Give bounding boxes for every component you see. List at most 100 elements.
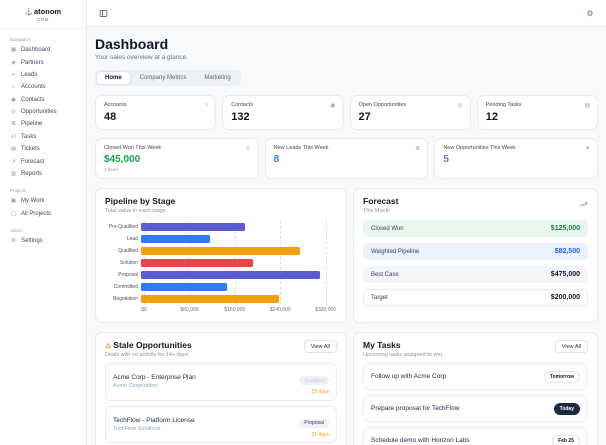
stat-card-open-opportunities: Open Opportunities 27 ◎ [349,95,471,130]
gear-icon[interactable]: ⚙ [586,8,594,18]
stale-item-techflow-platform-license[interactable]: TechFlow - Platform License TechFlow Solu… [105,405,337,443]
folder-icon: ▢ [10,210,17,217]
x-tick-label: $240,000 [269,307,291,313]
stale-list: Acme Corp - Enterprise Plan Acme Corporat… [105,363,337,445]
forecast-value: $475,000 [550,271,580,278]
stat-label: Contacts [231,102,253,108]
x-tick-label: $320,000 [315,307,337,313]
forecast-label: Target [371,294,388,301]
stale-item-meta: Proposal 21 days [299,411,329,438]
sidebar-toggle-icon[interactable] [98,8,108,18]
sidebar-item-label: Opportunities [21,109,57,116]
sidebar-item-label: Accounts [21,84,46,91]
nav-section-label: Admin [10,227,23,233]
pipeline-panel: Pipeline by Stage Total value in each st… [95,188,347,323]
leads-icon: ➢ [11,71,16,78]
chart-row: Proposal [105,269,337,281]
chart-plot [141,281,333,293]
sidebar-item-all-projects[interactable]: ▢ All Projects [0,208,86,220]
sidebar-item-settings[interactable]: ⚙ Settings [0,235,86,247]
trophy-icon: ♕ [245,146,251,152]
tab-company-metrics[interactable]: Company Metrics [139,75,187,81]
report-icon: ▥ [10,170,17,177]
forecast-subtitle: This Month [363,208,391,214]
sidebar-item-partners[interactable]: ◈ Partners [0,56,86,68]
sidebar-item-dashboard[interactable]: ▦ Dashboard [0,44,86,56]
sidebar-item-label: Forecast [21,158,45,165]
opportunity-company: Acme Corporation [113,383,158,390]
days-stale-label: 21 days [311,431,329,438]
stat-value: 12 [485,111,498,123]
stat-value: 132 [231,111,250,123]
users-icon: ◉ [330,103,336,109]
sidebar-item-label: Settings [21,238,43,245]
forecast-row-target: Target $200,000 [363,289,588,306]
forecast-label: Closed Won [371,225,404,232]
sidebar-item-label: Dashboard [21,47,51,54]
sidebar-item-accounts[interactable]: ⌂ Accounts [0,81,86,93]
tasks-list: Follow up with Acme Corp Tomorrow Prepare … [363,363,588,445]
building-icon: ⌂ [11,84,16,91]
sidebar-item-label: Contacts [21,96,45,103]
sidebar-item-opportunities[interactable]: ◎ Opportunities [0,106,86,118]
sidebar-item-leads[interactable]: ➢ Leads [0,69,86,81]
week-card-new-opportunities-this-week: New Opportunities This Week 5 ✦ [434,138,598,179]
stat-cards-row: Accounts 48 ⌂ Contacts 132 ◉ Open Opportunitie… [95,95,598,130]
user-plus-icon: ⊕ [415,146,421,152]
forecast-label: Weighted Pipeline [371,248,420,255]
chart-category-label: Qualified [118,248,138,254]
nav-section-label: Navigation [10,37,32,42]
task-title: Prepare proposal for TechFlow [371,405,460,412]
stale-item-acme-corp-enterprise-plan[interactable]: Acme Corp - Enterprise Plan Acme Corporat… [105,363,337,401]
chart-category-label: Pre-Qualified [108,224,138,230]
page-subtitle: Your sales overview at a glance. [95,54,188,61]
task-title: Schedule demo with Horizon Labs [371,437,470,444]
task-item-prepare-proposal-for-techflow[interactable]: Prepare proposal for TechFlow Today [363,395,588,422]
briefcase-icon: ▣ [10,198,17,205]
stale-subtitle: Deals with no activity for 14+ days [105,352,189,358]
task-item-follow-up-with-acme-corp[interactable]: Follow up with Acme Corp Tomorrow [363,363,588,390]
sidebar-item-tickets[interactable]: ▤ Tickets [0,143,86,155]
chart-bar [141,295,280,303]
stat-value: 8 [273,154,280,165]
chart-bar [141,259,254,267]
week-card-closed-won-this-week: Closed Won This Week $45,000 3 deals ♕ [95,138,259,179]
chart-category-label: Negotiation [112,296,138,302]
stat-sub-label: 3 deals [104,167,119,172]
content-column: ⚙ Dashboard Your sales overview at a gla… [87,0,606,445]
chart-row: Qualified [105,245,337,257]
trending-up-icon: ↗ [11,158,16,165]
sidebar-item-label: Partners [21,59,44,66]
sidebar-item-label: Reports [21,170,43,177]
main-content: Dashboard Your sales overview at a glanc… [87,27,606,445]
page-title: Dashboard [95,36,169,52]
chart-category-label: Lead [126,236,138,242]
chart-category-label: Solution [119,260,138,266]
tab-marketing[interactable]: Marketing [204,75,231,81]
middle-panels-row: Pipeline by Stage Total value in each st… [95,188,598,323]
task-item-schedule-demo-with-horizon-labs[interactable]: Schedule demo with Horizon Labs Feb 25 [363,427,588,445]
pipeline-chart: Pre-Qualified Lead Qualified Solution Propos… [105,221,337,305]
chart-bar [141,235,211,243]
sidebar-item-reports[interactable]: ▥ Reports [0,168,86,180]
stale-opportunities-panel: ⚠ Stale Opportunities Deals with no activ… [95,332,347,445]
stale-item-meta: Qualified 29 days [299,369,329,395]
pipeline-title: Pipeline by Stage [105,196,176,206]
sidebar-item-my-work[interactable]: ▣ My Work [0,195,86,207]
forecast-row-closed-won: Closed Won $125,000 [363,220,588,237]
brand-sub: CRM [37,17,49,22]
sidebar-item-tasks[interactable]: ☑ Tasks [0,131,86,143]
brand-name: atonom [34,7,62,16]
sidebar-item-forecast[interactable]: ↗ Forecast [0,155,86,167]
sidebar-item-pipeline[interactable]: ≣ Pipeline [0,118,86,130]
sidebar-item-contacts[interactable]: ◉ Contacts [0,94,86,106]
ticket-icon: ▤ [10,146,17,153]
clipboard-icon: ▤ [584,103,590,109]
tasks-view-all-button[interactable]: View All [554,340,588,353]
chart-bar [141,247,300,255]
stat-card-accounts: Accounts 48 ⌂ [95,95,217,130]
tab-home[interactable]: Home [97,72,130,84]
stale-view-all-button[interactable]: View All [303,340,337,353]
due-badge: Tomorrow [543,370,580,383]
gridline [325,221,327,305]
